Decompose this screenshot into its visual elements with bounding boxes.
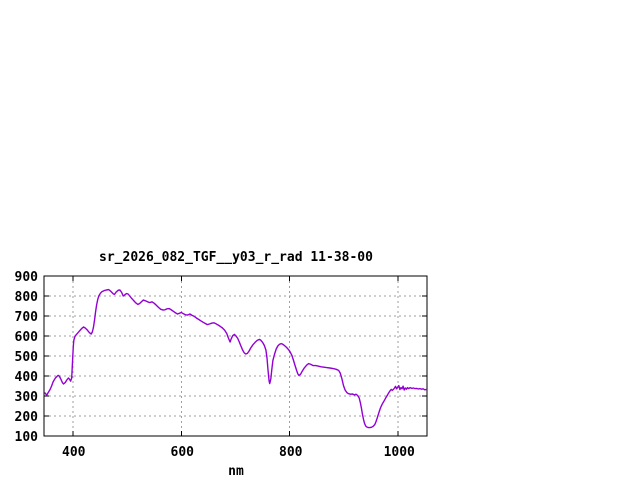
x-axis-label: nm [228, 464, 244, 479]
y-tick-label: 800 [15, 290, 39, 305]
y-tick-label: 200 [15, 410, 39, 425]
y-tick-label: 500 [15, 350, 39, 365]
x-tick-label: 400 [62, 445, 86, 460]
x-tick-label: 600 [171, 445, 195, 460]
y-tick-label: 300 [15, 390, 39, 405]
plot-title: sr_2026_082_TGF__y03_r_rad 11-38-00 [99, 250, 373, 265]
plot-border [43, 275, 428, 437]
spectrum-line [44, 288, 428, 429]
y-tick-label: 900 [15, 270, 39, 285]
y-tick-label: 100 [15, 430, 39, 445]
axis-tick-labels: 400 600 800 1000 100 200 300 400 500 600 700 800 900 [15, 270, 416, 460]
y-tick-label: 400 [15, 370, 39, 385]
y-tick-label: 700 [15, 310, 39, 325]
x-tick-label: 1000 [384, 445, 415, 460]
y-tick-label: 600 [15, 330, 39, 345]
x-tick-label: 800 [279, 445, 303, 460]
gridlines [44, 276, 427, 436]
